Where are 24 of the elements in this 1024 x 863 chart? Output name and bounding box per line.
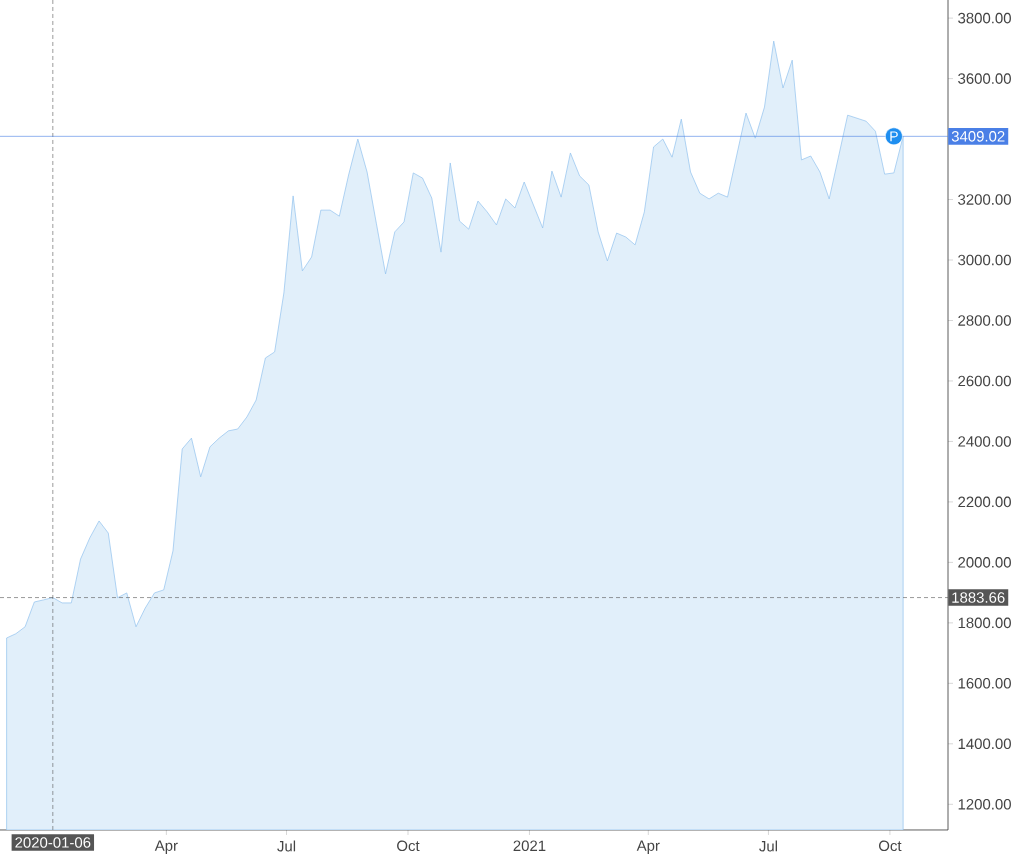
x-tick-label: Apr: [154, 840, 178, 854]
y-tick-label: 3200.00: [958, 194, 1011, 205]
x-tick-label: Jul: [277, 840, 296, 852]
y-tick-label: 2800.00: [958, 315, 1011, 326]
y-tick-label: 3600.00: [958, 73, 1011, 84]
y-tick-label: 2600.00: [958, 375, 1011, 387]
x-tick-label: 2021: [513, 840, 546, 852]
y-tick-label: 2400.00: [958, 436, 1011, 447]
ref-line-label: 1883.66: [952, 592, 1005, 603]
y-tick-label: 1400.00: [958, 738, 1011, 750]
ref-line-label: 3409.02: [951, 131, 1005, 142]
x-tick-label: Jul: [759, 840, 777, 852]
x-tick-label: Oct: [879, 840, 902, 852]
annotation: P: [890, 131, 898, 142]
y-tick-label: 1200.00: [958, 798, 1011, 810]
y-tick-label: 2000.00: [958, 557, 1011, 568]
y-tick-label: 1800.00: [958, 617, 1011, 629]
ref-line-label: 2020-01-06: [15, 837, 91, 848]
y-tick-label: 1600.00: [958, 678, 1011, 689]
y-tick-label: 2200.00: [958, 496, 1011, 508]
x-tick-label: Oct: [397, 840, 420, 852]
x-tick-label: Apr: [636, 840, 660, 854]
y-tick-label: 3000.00: [958, 254, 1011, 266]
y-tick-label: 3800.00: [958, 12, 1011, 24]
